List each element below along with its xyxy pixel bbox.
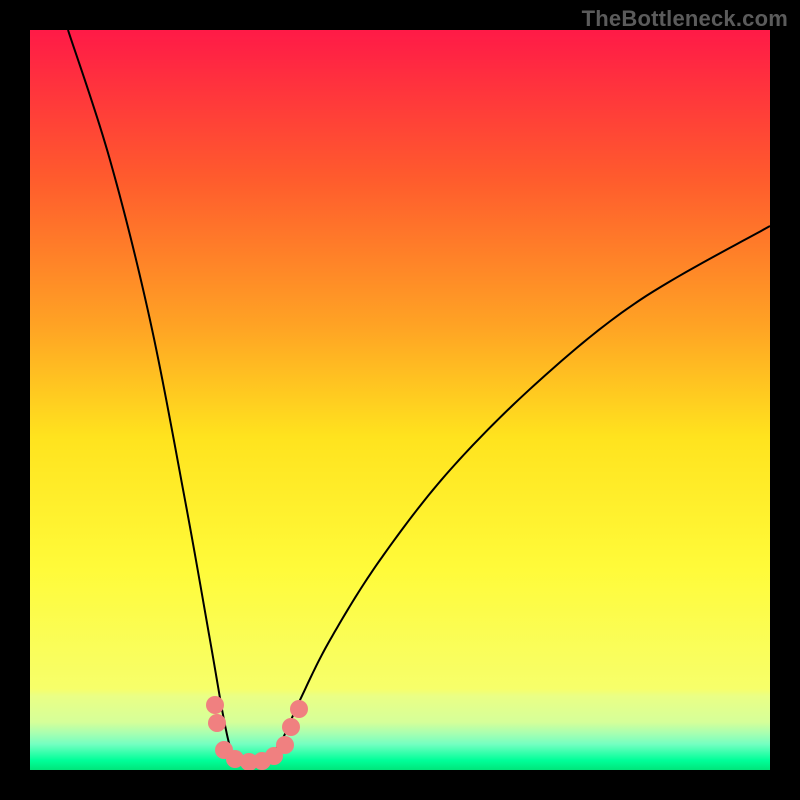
curve-marker — [276, 736, 294, 754]
gradient-plot-area — [30, 30, 770, 770]
chart — [0, 0, 800, 800]
curve-marker — [290, 700, 308, 718]
chart-svg — [0, 0, 800, 800]
chart-container: TheBottleneck.com — [0, 0, 800, 800]
curve-marker — [208, 714, 226, 732]
curve-marker — [282, 718, 300, 736]
curve-marker — [206, 696, 224, 714]
watermark-text: TheBottleneck.com — [582, 6, 788, 32]
